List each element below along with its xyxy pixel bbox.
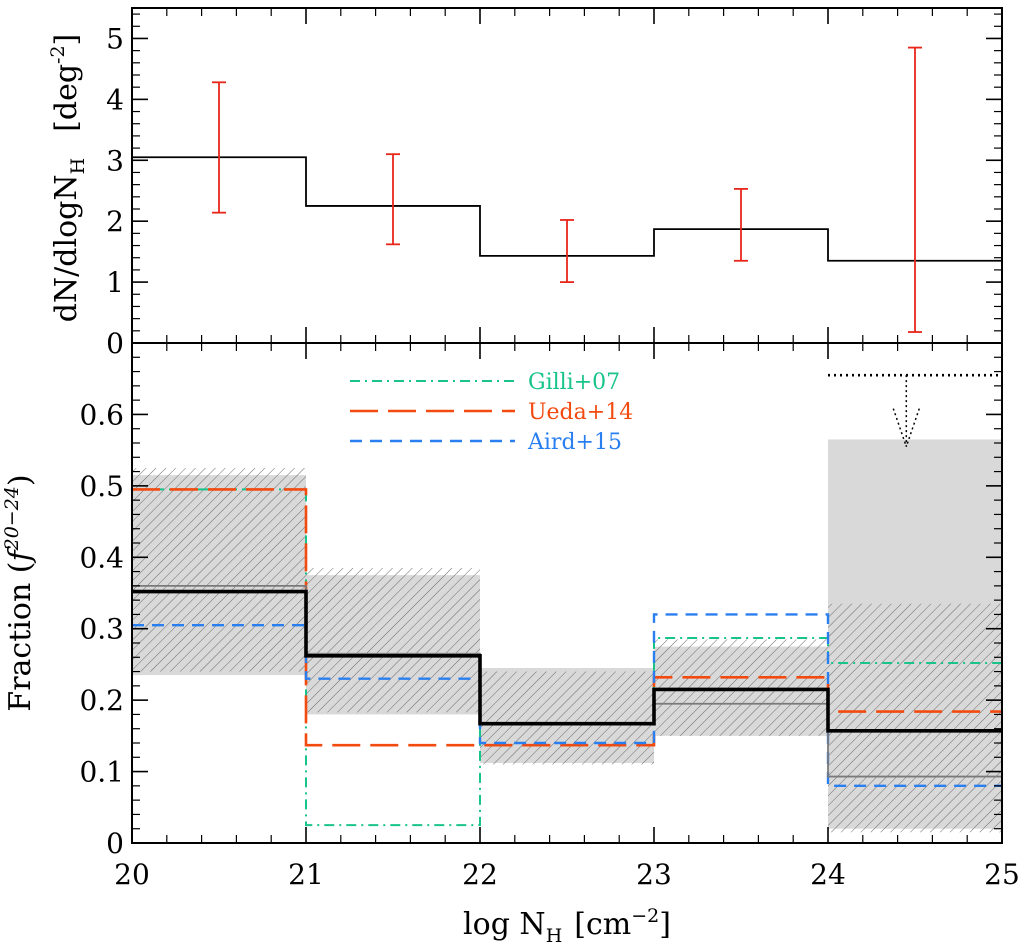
top-panel-frame (131, 7, 1003, 344)
legend: Gilli+07 Ueda+14 Aird+15 (350, 370, 633, 455)
top-y-tick-labels: 0 1 2 3 4 5 (106, 22, 124, 360)
xtick-label: 20 (114, 858, 150, 891)
x-axis-title: log NH [cm−2] (463, 905, 671, 947)
bottom-ytick-label: 0.4 (79, 541, 124, 574)
legend-label-aird-15: Aird+15 (527, 430, 622, 455)
xtick-label: 22 (462, 858, 498, 891)
xtick-label: 25 (984, 858, 1020, 891)
top-ytick-label: 3 (106, 144, 124, 177)
legend-label-ueda-14: Ueda+14 (528, 400, 633, 425)
bottom-ytick-label: 0 (106, 827, 124, 860)
bottom-y-axis-title: Fraction (f20−24) (1, 474, 38, 711)
uncertainty-band-hatched-2 (306, 568, 480, 713)
bottom-data-layer (132, 373, 1002, 833)
xtick-label: 21 (288, 858, 324, 891)
bottom-panel-frame (131, 342, 1003, 844)
x-tick-labels: 20 21 22 23 24 25 (114, 858, 1020, 891)
xtick-label: 24 (810, 858, 846, 891)
top-y-axis-title: dN/dlogNH[deg-2] (47, 34, 89, 323)
bottom-ytick-label: 0.6 (79, 398, 124, 431)
bottom-ytick-label: 0.2 (79, 684, 124, 717)
bottom-ytick-label: 0.5 (79, 470, 124, 503)
top-ytick-label: 0 (106, 327, 124, 360)
bottom-ytick-label: 0.3 (79, 613, 124, 646)
uncertainty-band-hatched-3 (480, 671, 654, 765)
uncertainty-band-hatched-1 (132, 468, 306, 672)
xtick-label: 23 (636, 858, 672, 891)
top-panel: 0 1 2 3 4 5 dN/dlogNH[deg-2] (47, 7, 1003, 360)
top-ytick-label: 2 (106, 205, 124, 238)
upper-limit-arrow-head-right (905, 408, 921, 447)
legend-label-gilli-07: Gilli+07 (528, 370, 620, 395)
best-fit-fraction-line (132, 589, 1002, 733)
top-ytick-label: 5 (106, 22, 124, 55)
bottom-y-tick-labels: 0 0.1 0.2 0.3 0.4 0.5 0.6 (79, 398, 124, 860)
top-ticks (131, 8, 1003, 344)
upper-limit-arrow-head-left (892, 408, 908, 447)
top-data-layer (132, 46, 1002, 333)
top-ytick-label: 4 (106, 83, 124, 116)
bottom-panel: 0 0.1 0.2 0.3 0.4 0.5 0.6 20 21 22 23 24 25 Gilli+0… (1, 342, 1020, 947)
top-ytick-label: 1 (106, 266, 124, 299)
bottom-ytick-label: 0.1 (79, 756, 124, 789)
uncertainty-band-hatched-5 (828, 603, 1002, 833)
